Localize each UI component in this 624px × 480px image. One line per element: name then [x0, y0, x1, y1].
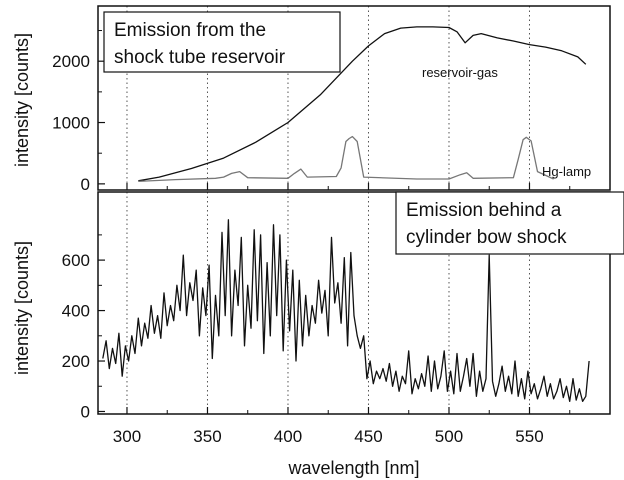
bottom-y-tick-label-400: 400: [62, 302, 90, 321]
top-y-tick-label-1000: 1000: [52, 114, 90, 133]
series-label-reservoir-gas: reservoir-gas: [422, 65, 498, 80]
series-label-hg-lamp: Hg-lamp: [542, 164, 591, 179]
top-annotation-box: [103, 11, 341, 73]
top-annotation-line-2: shock tube reservoir: [114, 47, 286, 68]
bottom-y-tick-label-600: 600: [62, 251, 90, 270]
bottom-y-tick-label-200: 200: [62, 352, 90, 371]
top-series-line-hg-lamp: [138, 135, 554, 183]
bottom-annotation-line-2: cylinder bow shock: [406, 227, 567, 248]
top-panel: 0 1000 2000 reservoir-gas Hg-lamp Emission fr…: [52, 5, 611, 194]
top-annotation-line-1: Emission from the: [114, 20, 266, 41]
x-tick-label-350: 350: [193, 427, 221, 446]
top-plot-frame: [97, 5, 611, 191]
top-y-axis-label: intensity [counts]: [12, 33, 32, 167]
bottom-y-axis-label: intensity [counts]: [12, 241, 32, 375]
top-y-tick-label-2000: 2000: [52, 52, 90, 71]
bottom-panel: 0 200 400 600 300 350 400 450 500 550 Emission beh…: [62, 191, 624, 446]
bottom-annotation-line-1: Emission behind a: [406, 200, 562, 221]
bottom-series-line-spectrum: [102, 219, 590, 403]
top-y-tick-label-0: 0: [81, 175, 90, 194]
top-series-line-reservoir-gas: [138, 26, 587, 182]
bottom-annotation-box: [395, 191, 624, 255]
bottom-plot-frame: [97, 191, 611, 415]
x-tick-label-550: 550: [515, 427, 543, 446]
x-axis-label: wavelength [nm]: [287, 458, 419, 478]
x-tick-label-450: 450: [354, 427, 382, 446]
x-tick-label-300: 300: [113, 427, 141, 446]
bottom-y-tick-label-0: 0: [81, 402, 90, 421]
x-tick-label-500: 500: [435, 427, 463, 446]
x-tick-label-400: 400: [274, 427, 302, 446]
